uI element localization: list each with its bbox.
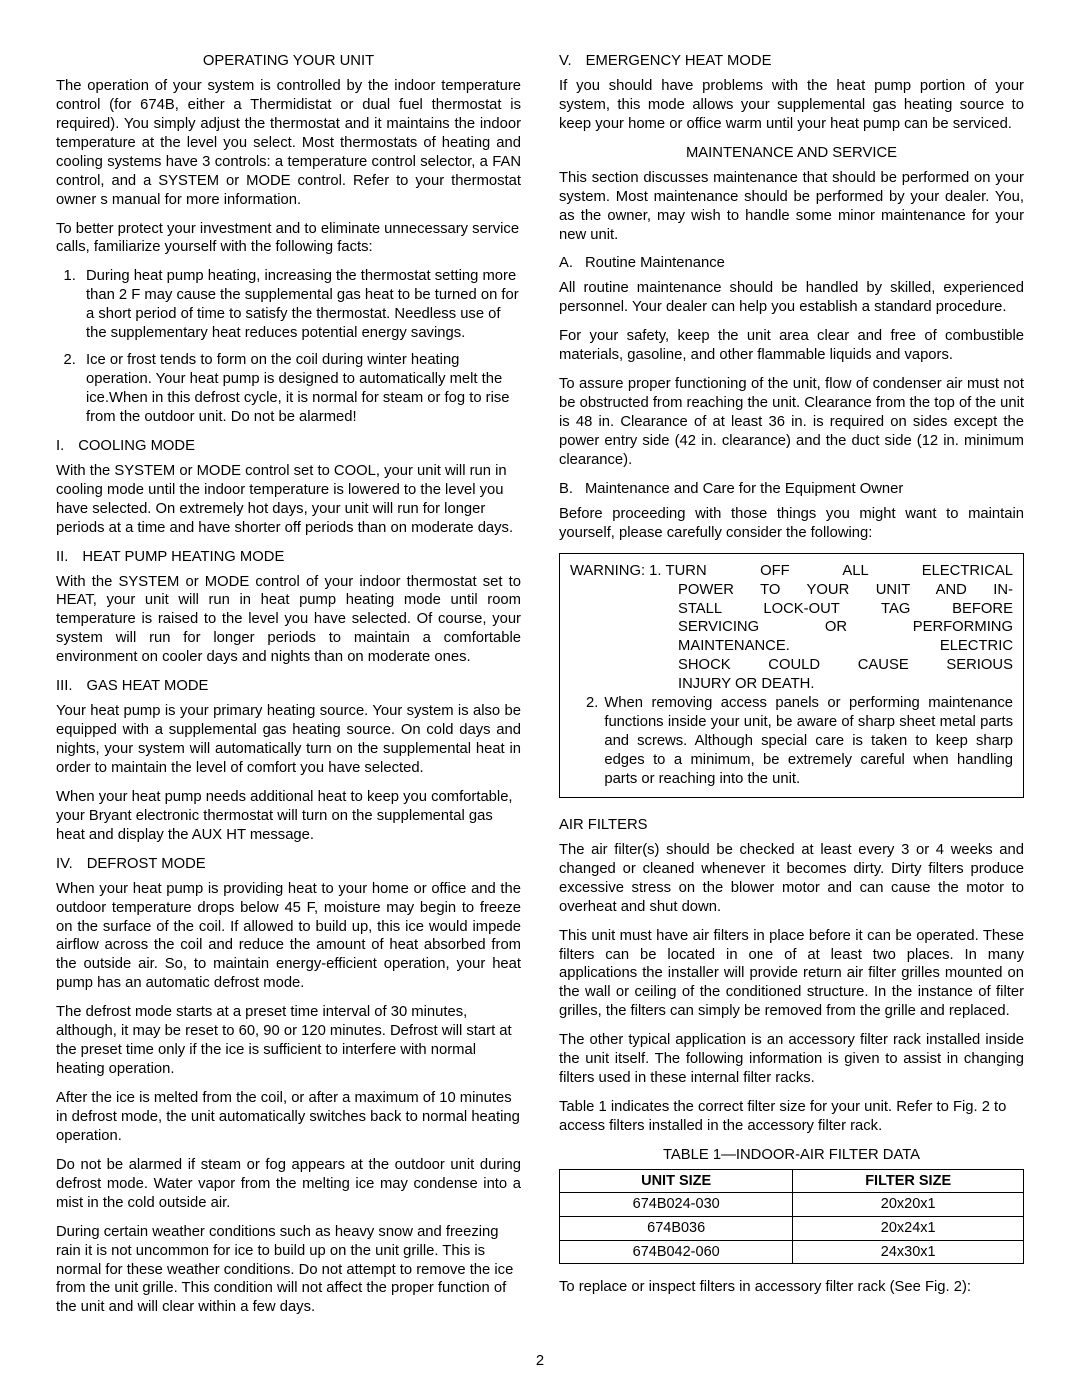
roman: II. (56, 548, 68, 567)
roman: III. (56, 677, 72, 696)
table-cell: 24x30x1 (793, 1240, 1024, 1264)
warning-text: TURN OFF ALL ELECTRICAL (662, 562, 1013, 581)
facts-list: During heat pump heating, increasing the… (56, 267, 521, 427)
text: The operation of your system is controll… (56, 77, 521, 210)
letter: B. (559, 481, 573, 497)
heading-maintenance: MAINTENANCE AND SERVICE (559, 144, 1024, 163)
roman: IV. (56, 855, 73, 874)
section-title: COOLING MODE (78, 438, 195, 454)
text: To replace or inspect filters in accesso… (559, 1278, 1024, 1297)
text: When your heat pump needs additional hea… (56, 788, 521, 845)
heading-airfilters: AIR FILTERS (559, 816, 1024, 835)
table-title: TABLE 1—INDOOR-AIR FILTER DATA (559, 1146, 1024, 1165)
warning-box: WARNING: 1. TURN OFF ALL ELECTRICAL POWE… (559, 553, 1024, 798)
warning-line: SHOCK COULD CAUSE SERIOUS (570, 656, 1013, 675)
text: During certain weather conditions such a… (56, 1223, 521, 1318)
section-heading-heatpump: II. HEAT PUMP HEATING MODE (56, 548, 521, 567)
letter: A. (559, 255, 573, 271)
sub-title: Maintenance and Care for the Equipment O… (585, 481, 903, 497)
text: The other typical application is an acce… (559, 1031, 1024, 1088)
warning-line: WARNING: 1. TURN OFF ALL ELECTRICAL (570, 562, 1013, 581)
table-cell: 20x20x1 (793, 1193, 1024, 1217)
list-item: During heat pump heating, increasing the… (80, 267, 521, 343)
text: Table 1 indicates the correct filter siz… (559, 1098, 1024, 1136)
heading-operating: OPERATING YOUR UNIT (56, 52, 521, 71)
text: This section discusses maintenance that … (559, 169, 1024, 245)
section-title: GAS HEAT MODE (86, 678, 208, 694)
text: To better protect your investment and to… (56, 220, 521, 258)
section-heading-cooling: I. COOLING MODE (56, 437, 521, 456)
text: For your safety, keep the unit area clea… (559, 327, 1024, 365)
section-heading-defrost: IV. DEFROST MODE (56, 855, 521, 874)
section-title: DEFROST MODE (87, 856, 206, 872)
text: This unit must have air filters in place… (559, 927, 1024, 1022)
table-row: UNIT SIZE FILTER SIZE (560, 1169, 1024, 1193)
warning-line: POWER TO YOUR UNIT AND IN- (570, 581, 1013, 600)
text: Your heat pump is your primary heating s… (56, 702, 521, 778)
warning-item-2: 2. When removing access panels or perfor… (570, 694, 1013, 789)
table-cell: 674B024-030 (560, 1193, 793, 1217)
sub-heading-a: A. Routine Maintenance (559, 254, 1024, 273)
sub-title: Routine Maintenance (585, 255, 725, 271)
table-row: 674B036 20x24x1 (560, 1216, 1024, 1240)
table-header: UNIT SIZE (560, 1169, 793, 1193)
text: When your heat pump is providing heat to… (56, 880, 521, 994)
sub-heading-b: B. Maintenance and Care for the Equipment… (559, 480, 1024, 499)
text: The air filter(s) should be checked at l… (559, 841, 1024, 917)
page-number: 2 (0, 1353, 1080, 1369)
text: All routine maintenance should be handle… (559, 279, 1024, 317)
warning-lead: WARNING: 1. (570, 562, 662, 581)
warning-num: 2. (586, 694, 598, 789)
left-column: OPERATING YOUR UNIT The operation of you… (56, 52, 521, 1317)
section-title: HEAT PUMP HEATING MODE (82, 549, 284, 565)
warning-line: MAINTENANCE. ELECTRIC (570, 637, 1013, 656)
page: OPERATING YOUR UNIT The operation of you… (0, 0, 1080, 1347)
text: After the ice is melted from the coil, o… (56, 1089, 521, 1146)
text: If you should have problems with the hea… (559, 77, 1024, 134)
section-heading-gasheat: III. GAS HEAT MODE (56, 677, 521, 696)
text: The defrost mode starts at a preset time… (56, 1003, 521, 1079)
table-row: 674B042-060 24x30x1 (560, 1240, 1024, 1264)
table-row: 674B024-030 20x20x1 (560, 1193, 1024, 1217)
warning-line: INJURY OR DEATH. (570, 675, 1013, 694)
list-item: Ice or frost tends to form on the coil d… (80, 351, 521, 427)
table-cell: 674B042-060 (560, 1240, 793, 1264)
right-column: V. EMERGENCY HEAT MODE If you should have… (559, 52, 1024, 1317)
table-header: FILTER SIZE (793, 1169, 1024, 1193)
roman: I. (56, 437, 64, 456)
roman: V. (559, 52, 572, 71)
text: Do not be alarmed if steam or fog appear… (56, 1156, 521, 1213)
warning-text: When removing access panels or performin… (604, 694, 1013, 789)
section-title: EMERGENCY HEAT MODE (586, 53, 772, 69)
filter-table: UNIT SIZE FILTER SIZE 674B024-030 20x20x… (559, 1169, 1024, 1264)
text: With the SYSTEM or MODE control of your … (56, 573, 521, 668)
table-cell: 674B036 (560, 1216, 793, 1240)
warning-line: STALL LOCK-OUT TAG BEFORE (570, 600, 1013, 619)
text: To assure proper functioning of the unit… (559, 375, 1024, 470)
table-cell: 20x24x1 (793, 1216, 1024, 1240)
section-heading-emergency: V. EMERGENCY HEAT MODE (559, 52, 1024, 71)
text: Before proceeding with those things you … (559, 505, 1024, 543)
warning-line: SERVICING OR PERFORMING (570, 618, 1013, 637)
text: With the SYSTEM or MODE control set to C… (56, 462, 521, 538)
